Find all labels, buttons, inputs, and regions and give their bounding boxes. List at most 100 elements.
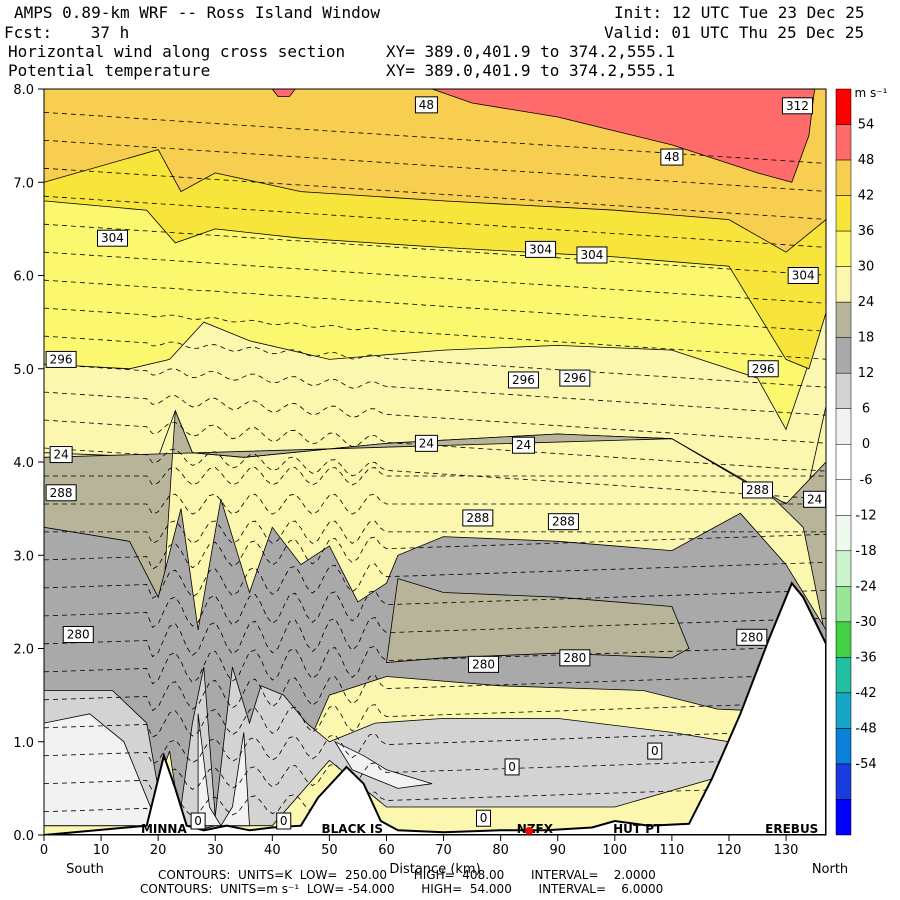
theta-contour [44, 111, 826, 164]
theta-label-box [45, 350, 77, 368]
theta-label-box [787, 267, 819, 284]
theta-label: 296 [512, 373, 535, 387]
y-tick-label: 8.0 [13, 83, 34, 98]
theta-label-box [747, 360, 779, 378]
colorbar-label: 18 [858, 331, 875, 346]
theta-contour [44, 493, 826, 515]
colorbar-label: 6 [862, 402, 870, 417]
theta-contour [44, 195, 826, 248]
valid-time: Valid: 01 UTC Thu 25 Dec 25 [604, 23, 865, 42]
theta-contour [44, 279, 826, 332]
x-tick-label: 100 [602, 843, 627, 858]
location-label: BLACK IS [321, 822, 382, 836]
colorbar-swatch [835, 586, 852, 623]
colorbar-swatch [835, 372, 852, 409]
init-time: Init: 12 UTC Tue 23 Dec 25 [614, 3, 865, 22]
colorbar-swatch [835, 692, 852, 729]
footer-wind-contours: CONTOURS: UNITS=m s⁻¹ LOW= -54.000 HIGH=… [140, 882, 664, 896]
colorbar-swatch [835, 799, 852, 836]
location-label: MINNA [141, 822, 187, 836]
y-tick-label: 5.0 [13, 363, 34, 378]
colorbar-swatch [835, 479, 852, 516]
field-name-theta: Potential temperature [8, 61, 211, 80]
theta-label-box [781, 97, 813, 115]
y-tick-label: 4.0 [13, 456, 34, 471]
wind-region [334, 740, 433, 789]
colorbar-swatch [835, 301, 852, 338]
theta-label-box [736, 628, 768, 646]
terrain [44, 581, 826, 835]
theta-label: 296 [50, 352, 73, 366]
wind-label: 24 [807, 492, 822, 506]
theta-label: 304 [529, 242, 552, 256]
wind-label: 24 [419, 436, 434, 450]
y-tick-label: 1.0 [13, 736, 34, 751]
colorbar-swatch [835, 408, 852, 445]
theta-label: 280 [563, 651, 586, 665]
colorbar-label: 24 [858, 295, 875, 310]
theta-label: 304 [792, 269, 815, 283]
colorbar-units: m s⁻¹ [855, 86, 888, 100]
forecast-hour: Fcst: 37 h [4, 23, 130, 42]
x-tick-label: 90 [549, 843, 566, 858]
x-tick-label: 40 [264, 843, 281, 858]
colorbar-label: 30 [858, 260, 875, 275]
wind-label: 0 [280, 814, 288, 828]
colorbar-swatch [835, 195, 852, 232]
wind-label-box [660, 148, 684, 166]
north-label: North [812, 862, 848, 877]
theta-contour [44, 645, 826, 685]
theta-contour [44, 561, 826, 599]
theta-label-box [559, 649, 591, 667]
wind-label: 0 [480, 811, 488, 825]
wind-label: 48 [419, 98, 434, 112]
location-label: HUT PT [613, 822, 663, 836]
colorbar-label: -30 [855, 615, 876, 630]
y-tick-label: 6.0 [13, 270, 34, 285]
colorbar-swatch [835, 657, 852, 694]
colorbar-label: 54 [858, 118, 875, 133]
colorbar-label: -48 [855, 721, 876, 736]
wind-label-box [476, 809, 492, 827]
x-tick-label: 110 [659, 843, 684, 858]
colorbar-swatch [835, 159, 852, 196]
wind-label-box [49, 446, 73, 464]
theta-label: 304 [101, 231, 124, 245]
theta-contour [44, 391, 826, 444]
colorbar-swatch [835, 763, 852, 800]
colorbar-swatch [835, 515, 852, 552]
y-tick-label: 3.0 [13, 549, 34, 564]
theta-contour [44, 729, 826, 765]
theta-label: 280 [67, 628, 90, 642]
wind-label: 0 [651, 744, 659, 758]
colorbar-label: -18 [855, 544, 876, 559]
wind-label: 0 [508, 760, 516, 774]
wind-label: 24 [516, 438, 531, 452]
theta-label-box [96, 229, 128, 247]
x-axis-label: Distance (km) [389, 862, 480, 877]
xy-range-1: XY= 389.0,401.9 to 374.2,555.1 [386, 42, 675, 61]
theta-label: 288 [746, 483, 769, 497]
x-tick-label: 10 [93, 843, 110, 858]
xy-range-2: XY= 389.0,401.9 to 374.2,555.1 [386, 61, 675, 80]
theta-label: 288 [466, 511, 489, 525]
colorbar-label: 0 [862, 437, 870, 452]
x-tick-label: 0 [40, 843, 48, 858]
wind-label: 48 [664, 150, 679, 164]
wind-label-box [190, 812, 206, 830]
theta-label-box [547, 513, 579, 531]
colorbar-swatch [835, 230, 852, 267]
theta-label: 280 [740, 630, 763, 644]
x-tick-label: 130 [774, 843, 799, 858]
colorbar-swatch [835, 337, 852, 374]
wind-region [44, 713, 159, 827]
theta-contour [44, 167, 826, 220]
y-tick-label: 2.0 [13, 643, 34, 658]
plot-area: 304 304 304 304 296 296 296 296 288 288 288 288 280 2… [44, 89, 826, 836]
theta-label: 296 [752, 362, 775, 376]
theta-contour [44, 589, 826, 629]
theta-label-box [525, 240, 557, 258]
theta-label: 296 [563, 371, 586, 385]
theta-label-box [62, 626, 94, 644]
theta-label: 280 [472, 657, 495, 671]
